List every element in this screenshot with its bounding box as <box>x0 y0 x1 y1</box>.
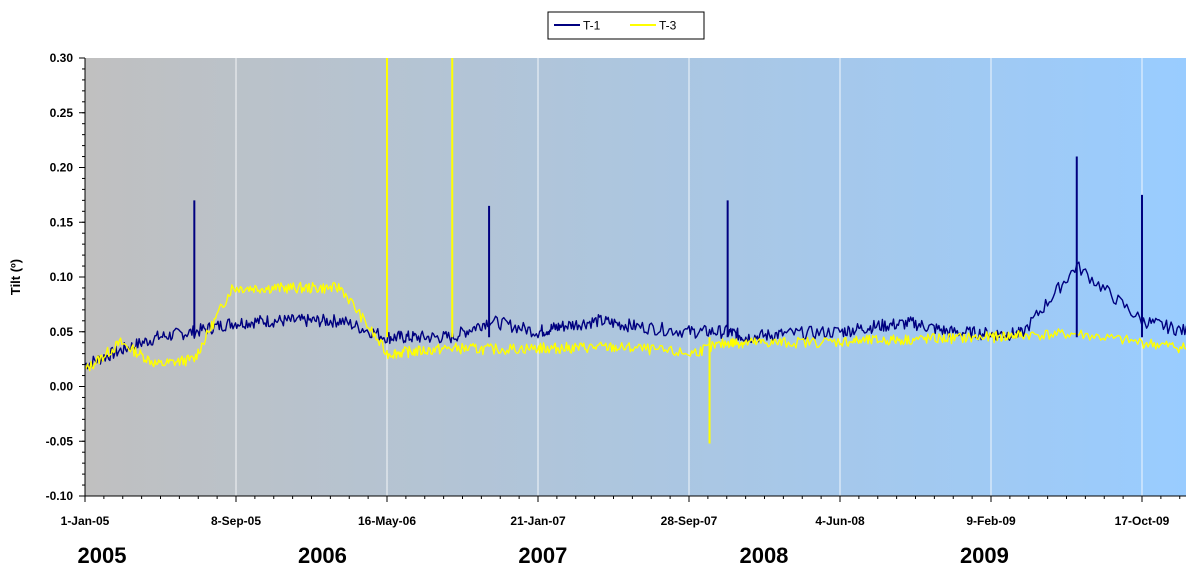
y-tick-label: 0.05 <box>50 325 74 339</box>
year-labels: 2005 2006 2007 2008 2009 <box>77 543 1008 566</box>
plot-area <box>85 58 1186 496</box>
x-tick-label: 4-Jun-08 <box>815 514 865 528</box>
year-label: 2005 <box>77 543 126 566</box>
x-tick-label: 1-Jan-05 <box>61 514 110 528</box>
y-axis-title: Tilt (º) <box>8 259 23 295</box>
year-label: 2008 <box>739 543 788 566</box>
year-label: 2007 <box>518 543 567 566</box>
series-line-t-3 <box>85 281 1186 372</box>
year-label: 2006 <box>298 543 347 566</box>
y-tick-label: 0.20 <box>50 161 74 175</box>
x-tick-label: 8-Sep-05 <box>211 514 261 528</box>
y-tick-label: -0.05 <box>46 434 74 448</box>
legend: T-1 T-3 <box>547 11 705 40</box>
y-tick-label: 0.10 <box>50 270 74 284</box>
x-tick-label: 28-Sep-07 <box>661 514 718 528</box>
x-tick-label: 17-Oct-09 <box>1115 514 1170 528</box>
y-tick-label: 0.25 <box>50 106 74 120</box>
y-tick-label: 0.00 <box>50 380 74 394</box>
legend-label-t3: T-3 <box>659 19 677 33</box>
x-tick-label: 16-May-06 <box>358 514 416 528</box>
x-tick-label: 9-Feb-09 <box>966 514 1016 528</box>
x-tick-label: 21-Jan-07 <box>510 514 566 528</box>
x-axis: 1-Jan-05 8-Sep-05 16-May-06 21-Jan-07 28-Sep… <box>61 496 1181 528</box>
y-axis: 0.30 0.25 0.20 0.15 0.10 0.05 0.00 -0.05 -0.10 <box>46 51 85 503</box>
y-tick-label: 0.30 <box>50 51 74 65</box>
series-line-t-1 <box>85 261 1186 370</box>
y-tick-label: 0.15 <box>50 215 74 229</box>
series-layer <box>85 58 1186 444</box>
year-label: 2009 <box>960 543 1009 566</box>
y-tick-label: -0.10 <box>46 489 74 503</box>
legend-label-t1: T-1 <box>583 19 601 33</box>
